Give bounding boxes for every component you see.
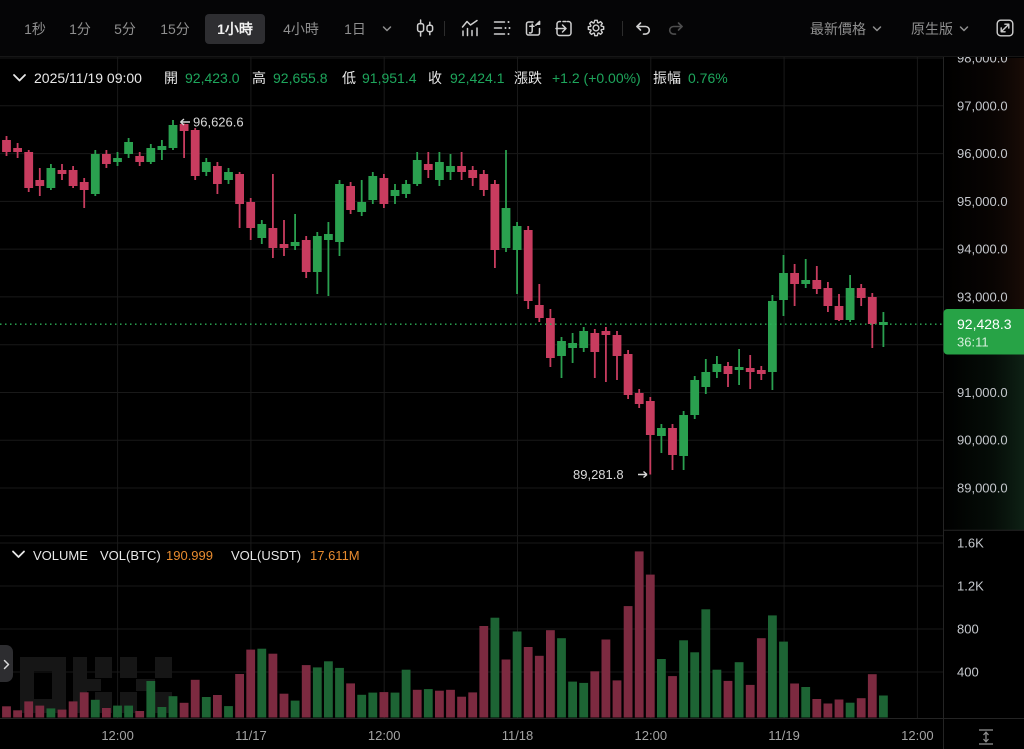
svg-text:93,000.0: 93,000.0 xyxy=(957,289,1008,304)
svg-text:96,626.6: 96,626.6 xyxy=(193,115,244,130)
svg-text:+1.2 (+0.00%): +1.2 (+0.00%) xyxy=(552,70,641,86)
svg-text:91,951.4: 91,951.4 xyxy=(362,70,417,86)
svg-text:800: 800 xyxy=(957,622,979,637)
svg-text:92,655.8: 92,655.8 xyxy=(273,70,328,86)
svg-text:92,428.3: 92,428.3 xyxy=(957,316,1012,332)
svg-text:VOLUME: VOLUME xyxy=(33,548,88,563)
svg-text:高: 高 xyxy=(252,70,266,86)
svg-text:97,000.0: 97,000.0 xyxy=(957,98,1008,113)
svg-text:91,000.0: 91,000.0 xyxy=(957,385,1008,400)
svg-text:收: 收 xyxy=(428,70,442,86)
svg-text:400: 400 xyxy=(957,665,979,680)
svg-text:漲跌: 漲跌 xyxy=(514,70,542,86)
svg-text:94,000.0: 94,000.0 xyxy=(957,242,1008,257)
svg-text:17.611M: 17.611M xyxy=(310,548,360,563)
svg-text:12:00: 12:00 xyxy=(901,728,934,743)
svg-text:VOL(USDT): VOL(USDT) xyxy=(231,548,301,563)
svg-text:36:11: 36:11 xyxy=(957,335,989,350)
svg-text:11/18: 11/18 xyxy=(502,728,534,743)
svg-text:11/17: 11/17 xyxy=(235,728,267,743)
svg-text:92,424.1: 92,424.1 xyxy=(450,70,505,86)
svg-text:2025/11/19 09:00: 2025/11/19 09:00 xyxy=(34,70,142,86)
svg-text:1.2K: 1.2K xyxy=(957,579,984,594)
svg-text:95,000.0: 95,000.0 xyxy=(957,194,1008,209)
svg-text:VOL(BTC): VOL(BTC) xyxy=(100,548,161,563)
svg-text:開: 開 xyxy=(164,70,178,86)
svg-text:92,423.0: 92,423.0 xyxy=(185,70,240,86)
svg-text:12:00: 12:00 xyxy=(368,728,401,743)
svg-text:0.76%: 0.76% xyxy=(688,70,728,86)
svg-text:89,000.0: 89,000.0 xyxy=(957,481,1008,496)
svg-text:89,281.8: 89,281.8 xyxy=(573,467,624,482)
svg-text:90,000.0: 90,000.0 xyxy=(957,433,1008,448)
svg-text:12:00: 12:00 xyxy=(101,728,134,743)
svg-text:96,000.0: 96,000.0 xyxy=(957,146,1008,161)
svg-text:12:00: 12:00 xyxy=(635,728,668,743)
svg-text:1.6K: 1.6K xyxy=(957,536,984,551)
svg-text:振幅: 振幅 xyxy=(653,70,681,86)
svg-text:低: 低 xyxy=(342,70,356,86)
svg-text:11/19: 11/19 xyxy=(768,728,800,743)
svg-text:190.999: 190.999 xyxy=(166,548,213,563)
